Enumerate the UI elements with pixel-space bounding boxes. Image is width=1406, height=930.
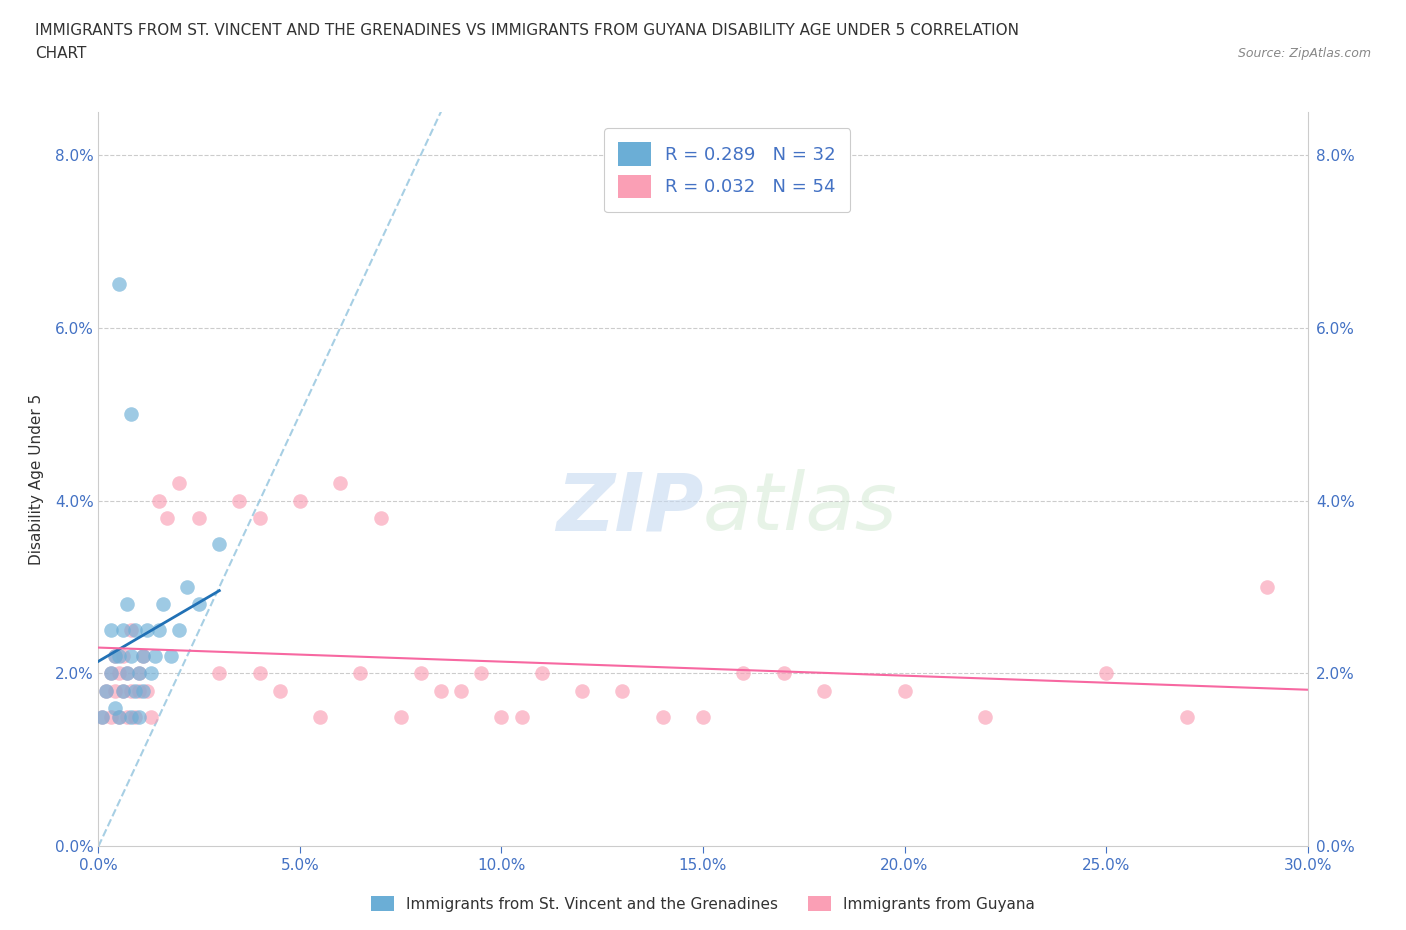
Point <box>139 710 162 724</box>
Point <box>103 700 125 715</box>
Text: atlas: atlas <box>703 470 898 548</box>
Point <box>349 666 371 681</box>
Point <box>107 710 129 724</box>
Point <box>208 666 231 681</box>
Point <box>100 666 122 681</box>
Point <box>100 666 122 681</box>
Point <box>107 277 129 292</box>
Point <box>111 684 134 698</box>
Point <box>107 649 129 664</box>
Point <box>91 710 114 724</box>
Point <box>733 666 755 681</box>
Point <box>1256 579 1278 594</box>
Point <box>974 710 997 724</box>
Point <box>107 710 129 724</box>
Point <box>156 511 179 525</box>
Point <box>115 666 138 681</box>
Point <box>269 684 291 698</box>
Point <box>143 649 166 664</box>
Point <box>1095 666 1118 681</box>
Text: ZIP: ZIP <box>555 470 703 548</box>
Point <box>96 684 118 698</box>
Point <box>148 493 170 508</box>
Point <box>120 406 142 421</box>
Point <box>120 649 142 664</box>
Point <box>329 476 352 491</box>
Point <box>249 511 271 525</box>
Point <box>409 666 432 681</box>
Point <box>430 684 453 698</box>
Point <box>120 710 142 724</box>
Point <box>1175 710 1198 724</box>
Point <box>115 710 138 724</box>
Point <box>128 710 150 724</box>
Point <box>100 623 122 638</box>
Point <box>103 649 125 664</box>
Point <box>188 511 211 525</box>
Point <box>128 666 150 681</box>
Point <box>128 666 150 681</box>
Point <box>128 684 150 698</box>
Point <box>96 684 118 698</box>
Point <box>111 623 134 638</box>
Point <box>124 710 146 724</box>
Point <box>510 710 533 724</box>
Point <box>152 597 174 612</box>
Point <box>893 684 915 698</box>
Point <box>228 493 250 508</box>
Text: CHART: CHART <box>35 46 87 61</box>
Point <box>135 684 157 698</box>
Point <box>772 666 794 681</box>
Point <box>139 666 162 681</box>
Point <box>370 511 392 525</box>
Point <box>132 649 155 664</box>
Text: IMMIGRANTS FROM ST. VINCENT AND THE GRENADINES VS IMMIGRANTS FROM GUYANA DISABIL: IMMIGRANTS FROM ST. VINCENT AND THE GREN… <box>35 23 1019 38</box>
Point <box>120 684 142 698</box>
Y-axis label: Disability Age Under 5: Disability Age Under 5 <box>28 393 44 565</box>
Legend: Immigrants from St. Vincent and the Grenadines, Immigrants from Guyana: Immigrants from St. Vincent and the Gren… <box>364 889 1042 918</box>
Point <box>111 684 134 698</box>
Text: Source: ZipAtlas.com: Source: ZipAtlas.com <box>1237 46 1371 60</box>
Point <box>813 684 835 698</box>
Point <box>167 476 190 491</box>
Point <box>249 666 271 681</box>
Point <box>103 649 125 664</box>
Point <box>120 623 142 638</box>
Point <box>530 666 553 681</box>
Point <box>188 597 211 612</box>
Point <box>309 710 332 724</box>
Point <box>389 710 412 724</box>
Point <box>103 684 125 698</box>
Legend: R = 0.289   N = 32, R = 0.032   N = 54: R = 0.289 N = 32, R = 0.032 N = 54 <box>605 128 851 212</box>
Point <box>612 684 634 698</box>
Point <box>100 710 122 724</box>
Point <box>111 649 134 664</box>
Point <box>124 684 146 698</box>
Point <box>208 537 231 551</box>
Point <box>470 666 492 681</box>
Point <box>692 710 714 724</box>
Point <box>107 666 129 681</box>
Point <box>450 684 472 698</box>
Point <box>135 623 157 638</box>
Point <box>132 649 155 664</box>
Point <box>148 623 170 638</box>
Point <box>124 623 146 638</box>
Point <box>91 710 114 724</box>
Point <box>115 666 138 681</box>
Point <box>491 710 513 724</box>
Point <box>115 597 138 612</box>
Point <box>160 649 183 664</box>
Point <box>167 623 190 638</box>
Point <box>651 710 673 724</box>
Point <box>571 684 593 698</box>
Point <box>132 684 155 698</box>
Point <box>176 579 198 594</box>
Point <box>288 493 311 508</box>
